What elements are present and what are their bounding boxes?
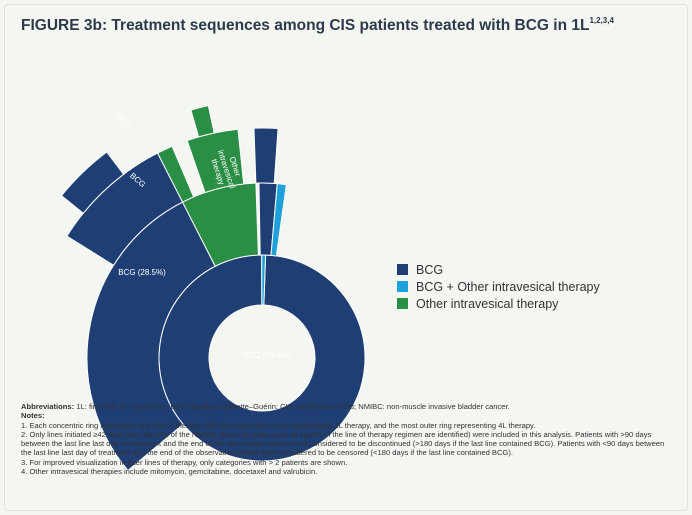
- sunburst-segment: [181, 182, 259, 267]
- legend-label-other-intravesical: Other intravesical therapy: [416, 296, 559, 311]
- segment-label-other-intravesical: Otherintravesicaltherapy: [207, 146, 245, 193]
- segment-label: BCG (28.5%): [118, 268, 166, 277]
- legend-swatch-bcg: [397, 264, 408, 275]
- segment-label: BCG: [114, 111, 133, 129]
- legend-label-bcg-plus-other: BCG + Other intravesical therapy: [416, 279, 600, 294]
- sunburst-segment: [270, 183, 287, 257]
- notes-label: Notes:: [21, 411, 45, 421]
- note-item: 4. Other intravesical therapies include …: [21, 467, 318, 477]
- note-item: 1. Each concentric ring represents one l…: [21, 420, 536, 430]
- chart-legend: BCG BCG + Other intravesical therapy Oth…: [397, 261, 600, 312]
- figure-title-text: FIGURE 3b: Treatment sequences among CIS…: [21, 17, 590, 34]
- legend-label-bcg: BCG: [416, 262, 444, 277]
- legend-item-bcg-plus-other: BCG + Other intravesical therapy: [397, 278, 600, 295]
- sunburst-segment: [156, 145, 195, 203]
- abbreviations-line: Abbreviations: 1L: first-line; 4L: fourt…: [21, 402, 676, 411]
- figure-title-refs: 1,2,3,4: [589, 16, 614, 25]
- segment-label: BCG (99.4%): [243, 351, 291, 360]
- legend-swatch-other-intravesical: [397, 298, 408, 309]
- sunburst-segment: [60, 151, 125, 214]
- note-item: 2. Only lines initiated ≥42 days from th…: [21, 429, 665, 458]
- abbreviations-label: Abbreviations:: [21, 402, 75, 411]
- sunburst-segment: [253, 127, 279, 184]
- legend-swatch-bcg-plus-other: [397, 281, 408, 292]
- abbreviations-text: 1L: first-line; 4L: fourth-line; BCG: ba…: [74, 402, 510, 411]
- legend-item-other-intravesical: Other intravesical therapy: [397, 295, 600, 312]
- sunburst-segment: [190, 105, 215, 138]
- note-item: 3. For improved visualization in later l…: [21, 457, 348, 467]
- figure-title: FIGURE 3b: Treatment sequences among CIS…: [21, 16, 614, 35]
- legend-item-bcg: BCG: [397, 261, 600, 278]
- figure-notes: Abbreviations: 1L: first-line; 4L: fourt…: [21, 402, 676, 476]
